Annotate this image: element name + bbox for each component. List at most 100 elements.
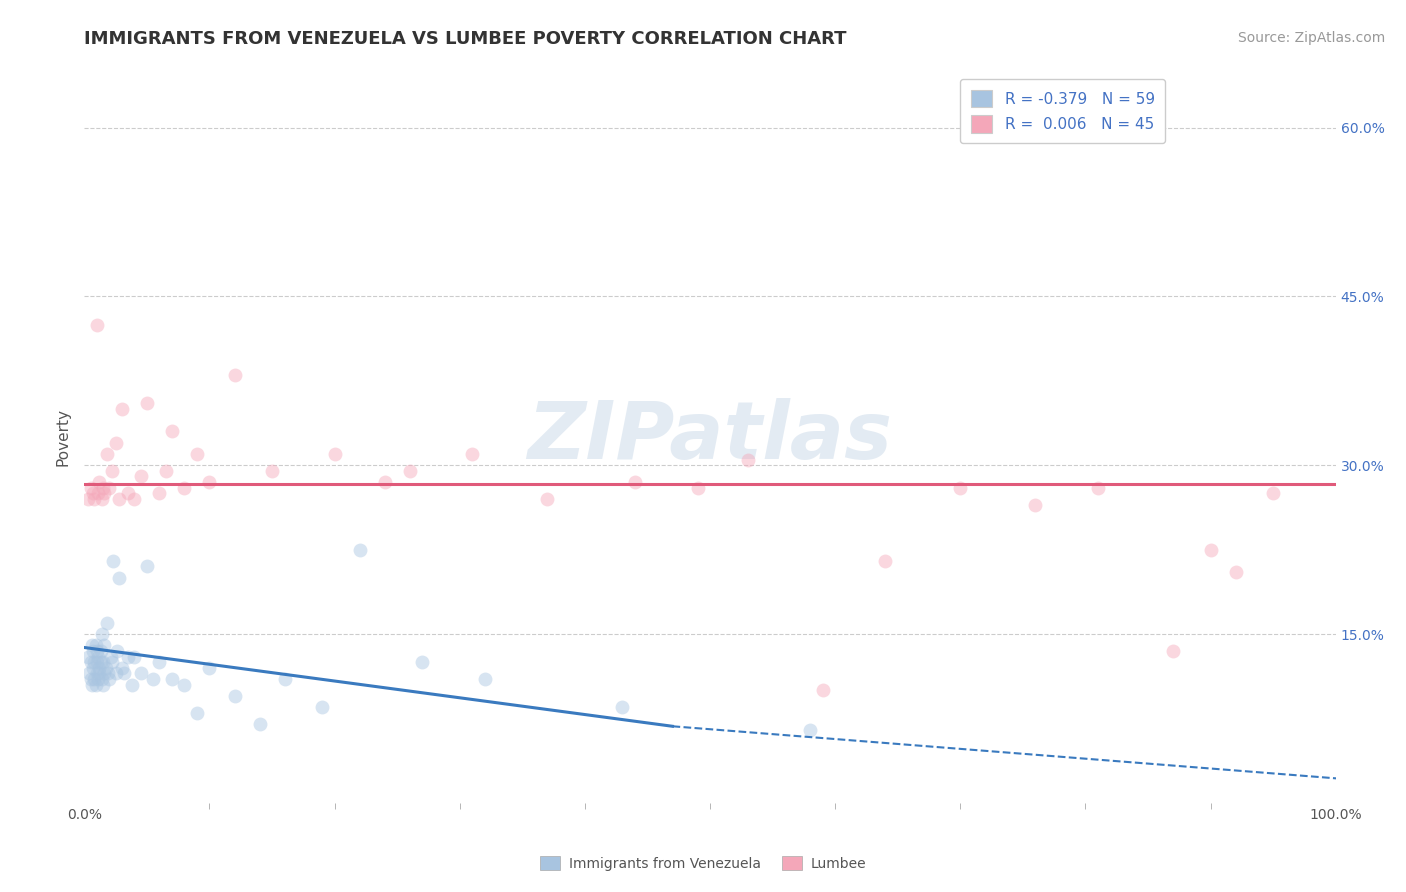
Point xyxy=(875,554,897,568)
Point xyxy=(1161,644,1184,658)
Point xyxy=(124,491,146,506)
Point xyxy=(82,486,104,500)
Point xyxy=(121,678,143,692)
Point xyxy=(84,678,107,692)
Text: IMMIGRANTS FROM VENEZUELA VS LUMBEE POVERTY CORRELATION CHART: IMMIGRANTS FROM VENEZUELA VS LUMBEE POVE… xyxy=(84,29,846,47)
Text: ZIPatlas: ZIPatlas xyxy=(527,398,893,476)
Point xyxy=(111,661,134,675)
Point xyxy=(155,464,177,478)
Point xyxy=(93,638,115,652)
Point xyxy=(90,655,112,669)
Point xyxy=(160,672,183,686)
Point xyxy=(82,644,104,658)
Point xyxy=(323,447,346,461)
Point xyxy=(461,447,484,461)
Point xyxy=(79,481,101,495)
Point xyxy=(90,627,112,641)
Legend: Immigrants from Venezuela, Lumbee: Immigrants from Venezuela, Lumbee xyxy=(534,850,872,876)
Point xyxy=(160,425,183,439)
Point xyxy=(186,447,208,461)
Point xyxy=(148,655,170,669)
Point xyxy=(1225,565,1247,579)
Point xyxy=(624,475,647,489)
Point xyxy=(93,666,115,681)
Point xyxy=(101,464,124,478)
Point xyxy=(87,486,110,500)
Point xyxy=(98,481,121,495)
Legend: R = -0.379   N = 59, R =  0.006   N = 45: R = -0.379 N = 59, R = 0.006 N = 45 xyxy=(960,79,1166,144)
Point xyxy=(1087,481,1109,495)
Point xyxy=(104,666,127,681)
Point xyxy=(96,615,118,630)
Point xyxy=(87,672,110,686)
Point xyxy=(112,666,135,681)
Point xyxy=(799,723,821,737)
Text: Source: ZipAtlas.com: Source: ZipAtlas.com xyxy=(1237,31,1385,45)
Point xyxy=(186,706,208,720)
Point xyxy=(101,554,124,568)
Point xyxy=(91,655,114,669)
Point xyxy=(612,700,634,714)
Point xyxy=(96,447,118,461)
Point xyxy=(117,649,139,664)
Point xyxy=(84,638,107,652)
Point xyxy=(142,672,165,686)
Point xyxy=(89,661,111,675)
Point xyxy=(136,396,159,410)
Point xyxy=(86,318,108,332)
Point xyxy=(273,672,295,686)
Point xyxy=(136,559,159,574)
Point xyxy=(117,486,139,500)
Point xyxy=(949,481,972,495)
Point xyxy=(100,649,122,664)
Point xyxy=(249,717,271,731)
Point xyxy=(79,672,101,686)
Point xyxy=(411,655,433,669)
Point xyxy=(108,571,131,585)
Point xyxy=(398,464,420,478)
Point xyxy=(1024,498,1046,512)
Point xyxy=(87,649,110,664)
Point xyxy=(91,678,114,692)
Point xyxy=(77,649,100,664)
Point xyxy=(82,661,104,675)
Point xyxy=(108,491,131,506)
Point xyxy=(198,661,221,675)
Point xyxy=(262,464,284,478)
Point xyxy=(83,672,105,686)
Point xyxy=(89,475,111,489)
Point xyxy=(86,666,108,681)
Point xyxy=(311,700,333,714)
Point xyxy=(86,644,108,658)
Point xyxy=(374,475,396,489)
Point xyxy=(474,672,496,686)
Point xyxy=(148,486,170,500)
Point xyxy=(224,368,246,383)
Point xyxy=(93,486,115,500)
Point xyxy=(89,666,111,681)
Point xyxy=(224,689,246,703)
Point xyxy=(94,661,117,675)
Point xyxy=(90,644,112,658)
Point xyxy=(536,491,558,506)
Point xyxy=(80,678,103,692)
Point xyxy=(83,491,105,506)
Point xyxy=(737,452,759,467)
Point xyxy=(91,481,114,495)
Point xyxy=(97,666,120,681)
Point xyxy=(104,435,127,450)
Point xyxy=(173,678,195,692)
Point xyxy=(98,672,121,686)
Point xyxy=(129,666,152,681)
Point xyxy=(349,542,371,557)
Point xyxy=(1199,542,1222,557)
Point xyxy=(90,672,112,686)
Point xyxy=(124,649,146,664)
Point xyxy=(1263,486,1285,500)
Point xyxy=(111,401,134,416)
Point xyxy=(105,644,128,658)
Point xyxy=(86,655,108,669)
Point xyxy=(101,655,124,669)
Point xyxy=(83,655,105,669)
Point xyxy=(129,469,152,483)
